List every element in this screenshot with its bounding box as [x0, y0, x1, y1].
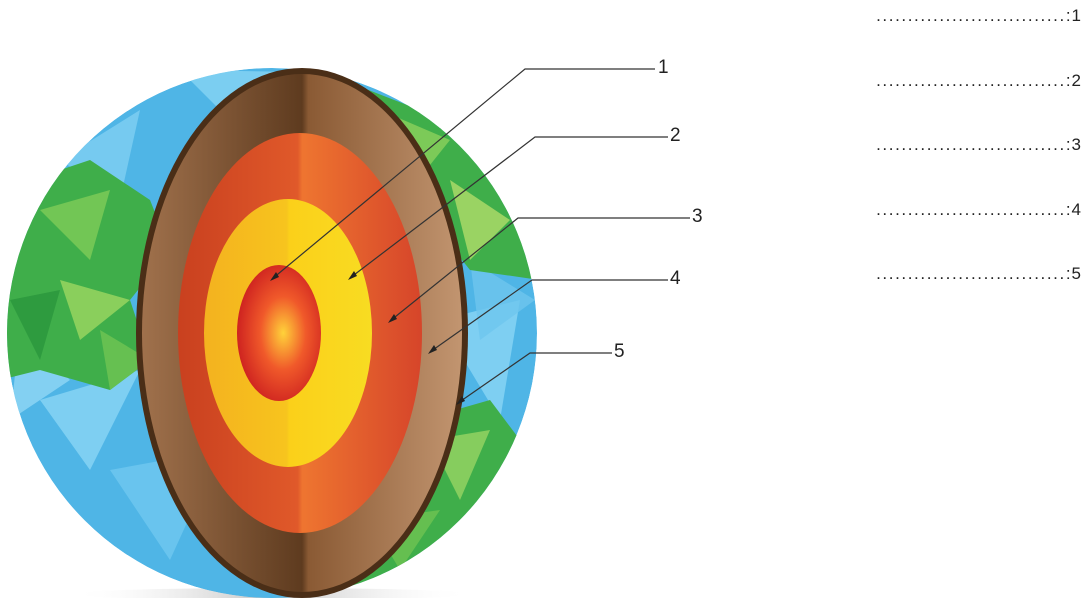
answer-label-4: :4 — [1065, 199, 1082, 219]
arrowhead-2 — [348, 271, 357, 280]
answer-blank-2[interactable]: .............................. — [876, 70, 1066, 90]
answer-blank-5[interactable]: .............................. — [876, 264, 1066, 283]
answer-label-3: :3 — [1065, 135, 1082, 154]
callout-number-2: 2 — [670, 125, 681, 146]
callout-line-1 — [271, 68, 655, 280]
answer-blank-3[interactable]: .............................. — [876, 135, 1066, 154]
answer-row-4[interactable]: .............................. :4 — [748, 200, 1082, 265]
callout-number-4: 4 — [670, 268, 681, 289]
answer-label-1: :1 — [1065, 6, 1082, 25]
answer-blank-4[interactable]: .............................. — [876, 199, 1066, 219]
answer-row-2[interactable]: .............................. :2 — [748, 71, 1082, 136]
arrowhead-4 — [428, 345, 437, 354]
answer-label-2: :2 — [1065, 70, 1082, 90]
arrowhead-5 — [456, 396, 465, 405]
answer-row-1[interactable]: .............................. :1 — [748, 6, 1082, 71]
arrowhead-1 — [270, 272, 279, 281]
callout-number-1: 1 — [658, 57, 669, 78]
answer-row-3[interactable]: .............................. :3 — [748, 135, 1082, 200]
answer-row-5[interactable]: .............................. :5 — [748, 264, 1082, 329]
callout-line-4 — [429, 279, 668, 353]
inner-core-layer — [237, 265, 321, 401]
callout-line-2 — [349, 136, 668, 279]
answer-list: .............................. :1 ......… — [748, 6, 1082, 329]
callout-line-5 — [457, 352, 612, 404]
callout-number-3: 3 — [692, 206, 703, 227]
callout-arrowheads — [270, 271, 465, 405]
callout-lines — [271, 68, 690, 404]
callout-number-5: 5 — [614, 341, 625, 362]
answer-label-5: :5 — [1065, 264, 1082, 283]
callout-line-3 — [389, 217, 690, 322]
answer-blank-1[interactable]: .............................. — [876, 6, 1066, 25]
arrowhead-3 — [388, 314, 397, 323]
